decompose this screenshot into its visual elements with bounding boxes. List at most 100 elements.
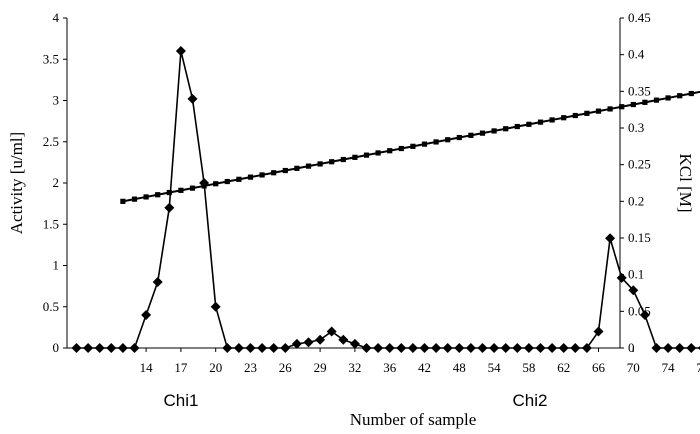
activity-point (639, 310, 650, 320)
activity-point (535, 343, 546, 353)
kcl-point (120, 198, 126, 204)
kcl-point (189, 185, 196, 191)
activity-point (686, 343, 697, 353)
activity-point (268, 343, 279, 353)
activity-point (442, 343, 453, 353)
kcl-point (491, 128, 497, 134)
x-tick-label: 32 (348, 360, 361, 375)
kcl-point (642, 99, 648, 105)
x-tick-label: 17 (174, 360, 188, 375)
activity-point (581, 343, 592, 353)
y-axis-right-title: KCl [M] (676, 153, 695, 212)
activity-point (663, 343, 674, 353)
kcl-point (526, 121, 532, 127)
kcl-point (619, 104, 625, 110)
kcl-point (213, 181, 219, 187)
activity-point (465, 343, 476, 353)
kcl-point (317, 161, 323, 167)
kcl-point (294, 165, 300, 171)
right-axis-ticks: 00.050.10.150.20.250.30.350.40.45 (620, 10, 651, 355)
kcl-point (561, 115, 567, 121)
kcl-point (584, 110, 590, 116)
right-tick-label: 0.35 (628, 83, 651, 98)
x-tick-label: 62 (557, 360, 570, 375)
kcl-point (271, 170, 277, 176)
x-tick-label: 42 (418, 360, 431, 375)
kcl-point (456, 134, 462, 141)
activity-point (94, 343, 105, 353)
kcl-point (247, 174, 254, 180)
activity-point (431, 343, 442, 353)
kcl-point (503, 126, 509, 132)
activity-point (697, 345, 700, 351)
activity-point (361, 343, 372, 353)
activity-point (141, 310, 152, 320)
activity-point (349, 338, 360, 349)
kcl-point (375, 150, 381, 156)
activity-point (117, 343, 128, 353)
activity-point (210, 301, 221, 312)
activity-line (76, 50, 700, 349)
x-tick-label: 14 (140, 360, 154, 375)
activity-point (419, 343, 430, 353)
left-axis-ticks: 0 0.5 1 1.5 2 2.5 3 3.5 4 (43, 10, 67, 355)
kcl-point (630, 101, 636, 108)
x-tick-label: 70 (627, 360, 640, 375)
kcl-point (387, 148, 393, 154)
left-tick-label: 3 (53, 93, 60, 108)
activity-point (245, 343, 256, 353)
kcl-point (514, 123, 520, 130)
activity-point (396, 343, 407, 353)
annotation-chi2: Chi2 (513, 391, 548, 410)
x-tick-label: 20 (209, 360, 222, 375)
kcl-point (549, 117, 555, 123)
activity-point (558, 343, 569, 353)
x-tick-label: 58 (522, 360, 535, 375)
kcl-point (445, 137, 451, 143)
right-tick-label: 0.25 (628, 157, 651, 172)
activity-point (593, 326, 604, 337)
activity-point (187, 93, 198, 104)
activity-point (616, 272, 627, 283)
activity-point (175, 46, 186, 56)
x-tick-label: 48 (453, 360, 466, 375)
activity-point (129, 343, 140, 353)
right-tick-label: 0.4 (628, 47, 645, 62)
x-tick-label: 66 (592, 360, 606, 375)
kcl-point (479, 130, 486, 136)
activity-point (222, 343, 233, 353)
activity-point (384, 343, 395, 353)
activity-point (233, 343, 244, 353)
right-tick-label: 0.45 (628, 10, 651, 25)
kcl-point (143, 194, 149, 200)
x-tick-label: 26 (279, 360, 293, 375)
activity-point (605, 233, 616, 244)
x-tick-label: 23 (244, 360, 257, 375)
right-tick-label: 0.15 (628, 230, 651, 245)
activity-point (651, 343, 662, 353)
x-axis-ticks: 14 17 20 23 26 29 32 36 42 48 54 58 62 66 70 74 78 (140, 348, 700, 375)
kcl-point (665, 95, 671, 101)
x-tick-label: 36 (383, 360, 397, 375)
kcl-point (352, 154, 358, 160)
series-activity (71, 46, 700, 353)
activity-point (106, 343, 117, 353)
activity-point (570, 343, 581, 353)
left-tick-label: 2.5 (43, 134, 59, 149)
left-tick-label: 2 (53, 175, 60, 190)
activity-point (257, 343, 268, 353)
kcl-point (398, 145, 404, 152)
kcl-point (607, 106, 613, 112)
kcl-point (537, 119, 544, 125)
kcl-point (468, 132, 474, 138)
activity-point (199, 178, 210, 188)
kcl-point (433, 139, 439, 145)
plot-frame (66, 18, 621, 349)
kcl-point (178, 187, 184, 193)
activity-point (152, 277, 163, 287)
activity-point (280, 343, 291, 353)
activity-point (407, 343, 418, 353)
activity-point (83, 343, 94, 353)
kcl-point (166, 189, 172, 196)
